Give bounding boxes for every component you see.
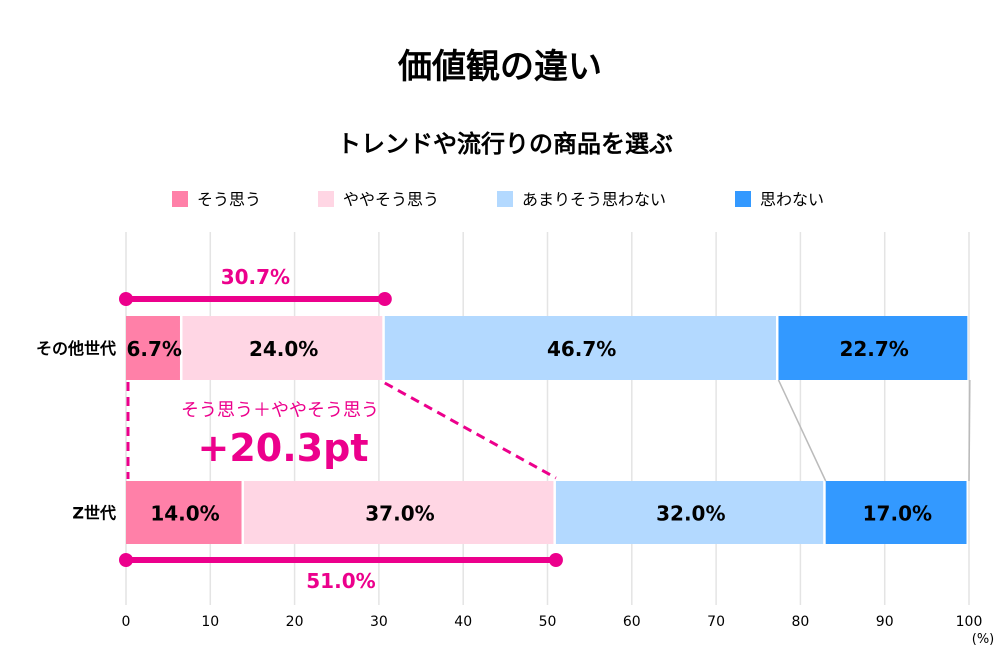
bottom-sum-dot <box>119 553 133 567</box>
bar-segment <box>778 316 968 380</box>
x-tick-label: 80 <box>791 614 809 630</box>
legend-swatch <box>497 191 513 207</box>
category-label: その他世代 <box>36 339 116 358</box>
legend-label: あまりそう思わない <box>522 190 666 209</box>
diff-caption: そう思う＋ややそう思う <box>181 400 379 421</box>
x-tick-label: 10 <box>201 614 219 630</box>
data-label: 32.0% <box>656 502 725 526</box>
legend-swatch <box>172 191 188 207</box>
x-tick-label: 90 <box>876 614 894 630</box>
x-tick-label: 60 <box>623 614 641 630</box>
bar-segment <box>555 481 824 544</box>
dashed-line <box>384 381 557 480</box>
data-label: 14.0% <box>150 502 219 526</box>
bar-segment <box>384 316 776 380</box>
legend: そう思う ややそう思う あまりそう思わない 思わない <box>172 190 824 209</box>
top-sum-dot <box>377 292 392 306</box>
x-tick-label: 20 <box>286 614 304 630</box>
connector-line <box>968 379 971 482</box>
bottom-sum-label: 51.0% <box>306 569 375 593</box>
data-label: 46.7% <box>547 337 616 361</box>
legend-label: ややそう思う <box>343 190 439 209</box>
data-label: 17.0% <box>863 502 932 526</box>
data-label: 37.0% <box>365 502 434 526</box>
connector-lines <box>777 379 971 482</box>
connector-line <box>777 379 827 482</box>
bar-segment <box>825 481 967 544</box>
annotations: 30.7% 51.0% そう思う＋ややそう思う +20.3pt <box>119 265 563 593</box>
x-tick-label: 100 <box>956 614 983 630</box>
bar-segment <box>182 316 383 380</box>
x-tick-label: 40 <box>454 614 472 630</box>
legend-label: 思わない <box>760 190 824 209</box>
data-label: 6.7% <box>127 337 182 361</box>
x-tick-label: 70 <box>707 614 725 630</box>
bar-segment <box>244 481 554 544</box>
category-label: Z世代 <box>72 504 116 523</box>
chart-title: 価値観の違い <box>397 47 602 87</box>
x-unit: (%) <box>972 632 995 647</box>
bottom-sum-dot <box>548 553 563 567</box>
legend-swatch <box>735 191 751 207</box>
chart-subtitle: トレンドや流行りの商品を選ぶ <box>337 130 673 158</box>
data-label: 22.7% <box>839 337 908 361</box>
x-tick-label: 30 <box>370 614 388 630</box>
diff-value: +20.3pt <box>198 426 369 470</box>
top-sum-dot <box>119 292 133 306</box>
legend-swatch <box>318 191 334 207</box>
x-tick-label: 0 <box>122 614 131 630</box>
x-tick-label: 50 <box>539 614 557 630</box>
bar-segment <box>126 316 180 380</box>
top-sum-label: 30.7% <box>221 265 290 289</box>
bars: その他世代 6.7% 24.0% 46.7% 22.7% Z世代 14.0% 37.0% 32.… <box>36 316 968 544</box>
legend-label: そう思う <box>197 190 261 209</box>
bar-segment <box>126 481 242 544</box>
data-label: 24.0% <box>249 337 318 361</box>
